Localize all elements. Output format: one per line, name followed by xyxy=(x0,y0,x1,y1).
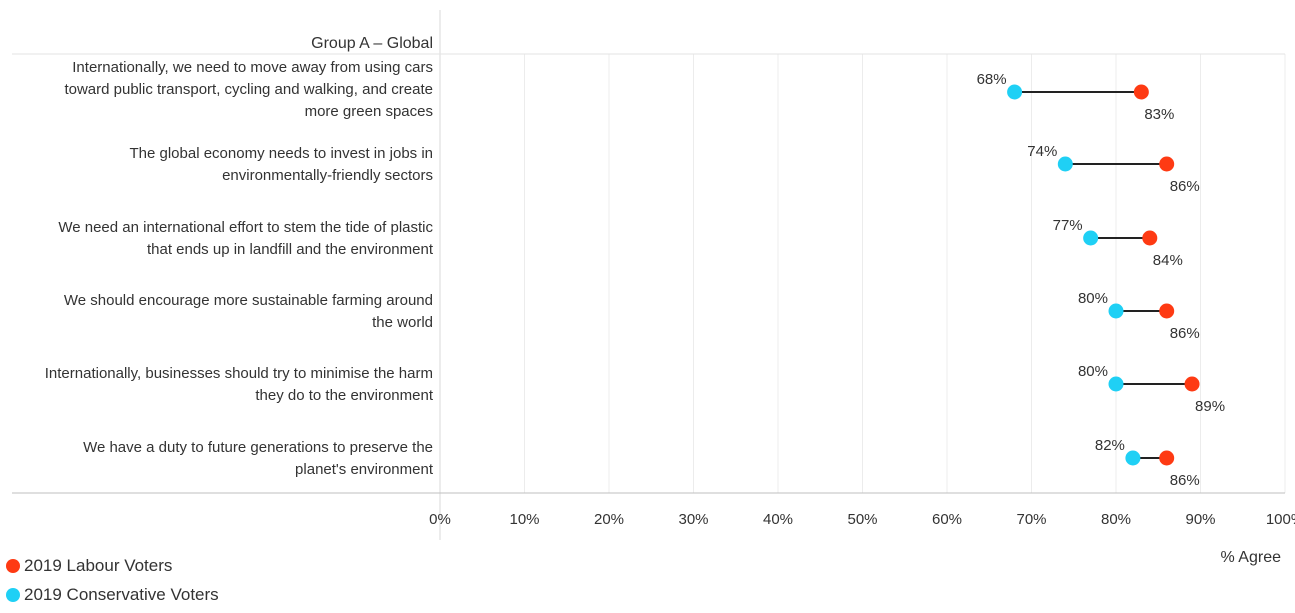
conservative-point xyxy=(1108,376,1124,392)
category-label: environmentally-friendly sectors xyxy=(222,167,433,184)
chart-rows: Internationally, we need to move away fr… xyxy=(45,59,1225,489)
labour-value-label: 84% xyxy=(1153,252,1183,269)
category-label: We need an international effort to stem … xyxy=(58,219,433,236)
conservative-point xyxy=(1125,450,1141,466)
labour-value-label: 86% xyxy=(1170,472,1200,489)
category-label: the world xyxy=(372,314,433,331)
labour-value-label: 83% xyxy=(1144,106,1174,123)
conservative-value-label: 82% xyxy=(1095,437,1125,454)
conservative-marker-icon xyxy=(6,588,20,602)
x-tick-label: 50% xyxy=(847,511,877,528)
chart-row: The global economy needs to invest in jo… xyxy=(129,143,1199,195)
conservative-point xyxy=(1007,84,1023,100)
legend-item-conservative: 2019 Conservative Voters xyxy=(6,585,219,605)
legend-label-labour: 2019 Labour Voters xyxy=(24,556,173,575)
category-label: planet's environment xyxy=(295,461,434,478)
conservative-point xyxy=(1083,230,1099,246)
category-label: more green spaces xyxy=(305,103,433,120)
conservative-value-label: 77% xyxy=(1053,217,1083,234)
category-label: We should encourage more sustainable far… xyxy=(64,292,433,309)
x-tick-labels: 0% 10% 20% 30% 40% 50% 60% 70% 80% 90% 100% xyxy=(429,511,1295,528)
category-label: they do to the environment xyxy=(255,387,433,404)
conservative-value-label: 80% xyxy=(1078,363,1108,380)
x-tick-label: 80% xyxy=(1101,511,1131,528)
category-label: Internationally, businesses should try t… xyxy=(45,365,433,382)
conservative-value-label: 74% xyxy=(1027,143,1057,160)
conservative-value-label: 68% xyxy=(977,71,1007,88)
conservative-point xyxy=(1057,156,1073,172)
x-tick-label: 0% xyxy=(429,511,451,528)
x-tick-label: 60% xyxy=(932,511,962,528)
x-axis-label: % Agree xyxy=(1221,549,1282,566)
x-tick-label: 100% xyxy=(1266,511,1295,528)
chart-row: Internationally, businesses should try t… xyxy=(45,363,1225,415)
chart-row: We need an international effort to stem … xyxy=(58,217,1183,269)
grid-lines xyxy=(524,54,1286,493)
labour-point xyxy=(1159,156,1175,172)
x-tick-label: 30% xyxy=(678,511,708,528)
labour-value-label: 86% xyxy=(1170,325,1200,342)
category-label: toward public transport, cycling and wal… xyxy=(64,81,433,98)
category-label: We have a duty to future generations to … xyxy=(83,439,433,456)
labour-value-label: 86% xyxy=(1170,178,1200,195)
chart-title: Group A – Global xyxy=(311,35,433,52)
x-tick-label: 10% xyxy=(509,511,539,528)
x-tick-label: 70% xyxy=(1016,511,1046,528)
x-tick-label: 20% xyxy=(594,511,624,528)
chart-row: Internationally, we need to move away fr… xyxy=(64,59,1174,123)
category-label: Internationally, we need to move away fr… xyxy=(72,59,433,76)
conservative-point xyxy=(1108,303,1124,319)
labour-point xyxy=(1142,230,1158,246)
category-label: The global economy needs to invest in jo… xyxy=(129,145,433,162)
labour-point xyxy=(1159,450,1175,466)
x-tick-label: 40% xyxy=(763,511,793,528)
labour-point xyxy=(1133,84,1149,100)
labour-point xyxy=(1159,303,1175,319)
labour-value-label: 89% xyxy=(1195,398,1225,415)
conservative-value-label: 80% xyxy=(1078,290,1108,307)
labour-marker-icon xyxy=(6,559,20,573)
x-tick-label: 90% xyxy=(1185,511,1215,528)
legend-item-labour: 2019 Labour Voters xyxy=(6,556,172,576)
chart-row: We have a duty to future generations to … xyxy=(83,437,1200,489)
chart-row: We should encourage more sustainable far… xyxy=(64,290,1200,342)
labour-point xyxy=(1184,376,1200,392)
legend-label-conservative: 2019 Conservative Voters xyxy=(24,585,219,604)
category-label: that ends up in landfill and the environ… xyxy=(147,241,434,258)
